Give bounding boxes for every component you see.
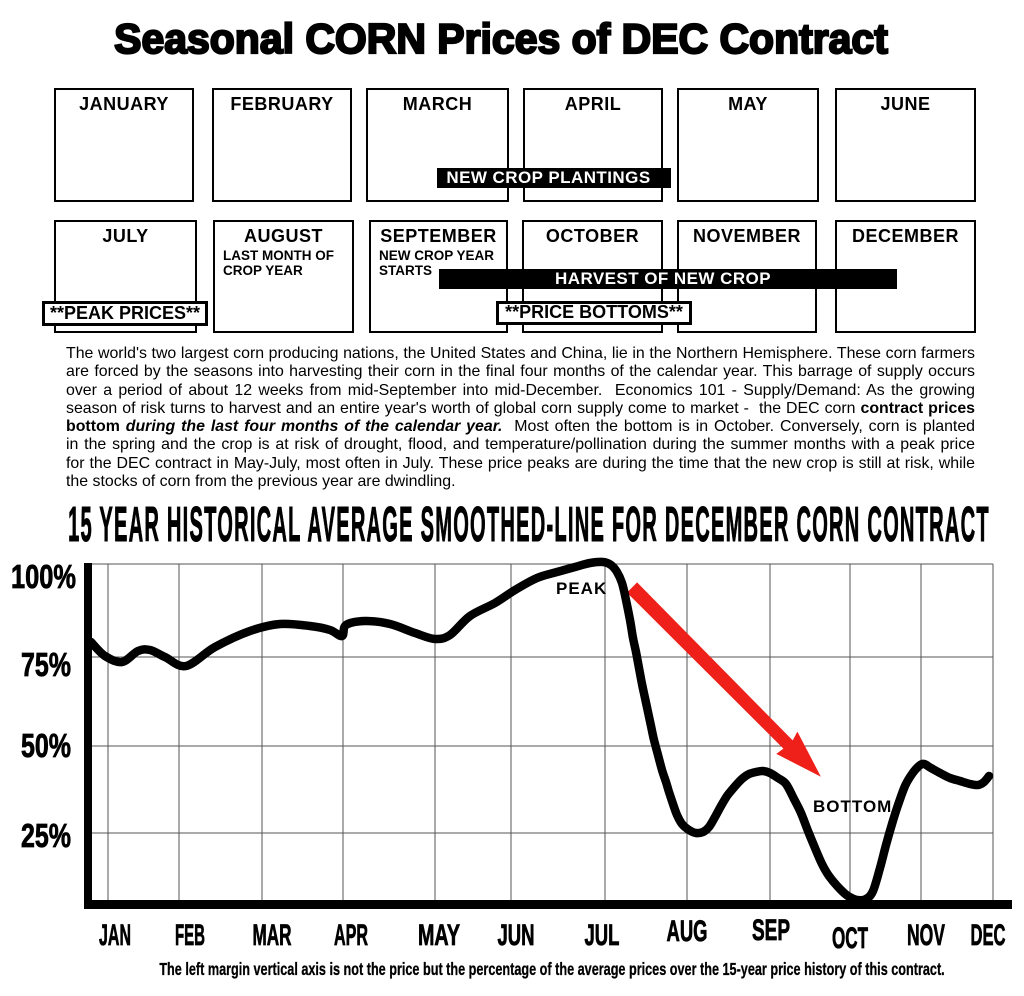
- svg-text:The left margin vertical axis: The left margin vertical axis is not the…: [159, 960, 944, 980]
- svg-text:PEAK: PEAK: [556, 579, 607, 598]
- svg-text:JUN: JUN: [497, 919, 534, 953]
- svg-text:DEC: DEC: [970, 919, 1005, 952]
- svg-text:JAN: JAN: [99, 919, 131, 953]
- svg-text:SEP: SEP: [752, 914, 790, 947]
- svg-text:25%: 25%: [21, 819, 71, 855]
- svg-text:JUL: JUL: [585, 919, 620, 953]
- svg-text:FEB: FEB: [175, 920, 205, 953]
- svg-text:MAY: MAY: [418, 919, 460, 952]
- svg-text:OCT: OCT: [832, 922, 868, 955]
- svg-text:AUG: AUG: [667, 914, 708, 948]
- svg-text:BOTTOM: BOTTOM: [813, 797, 892, 816]
- svg-text:50%: 50%: [21, 729, 71, 765]
- svg-text:APR: APR: [334, 919, 368, 953]
- svg-text:MAR: MAR: [253, 919, 292, 952]
- svg-text:100%: 100%: [11, 559, 76, 596]
- svg-text:75%: 75%: [21, 648, 71, 684]
- svg-text:NOV: NOV: [907, 919, 945, 952]
